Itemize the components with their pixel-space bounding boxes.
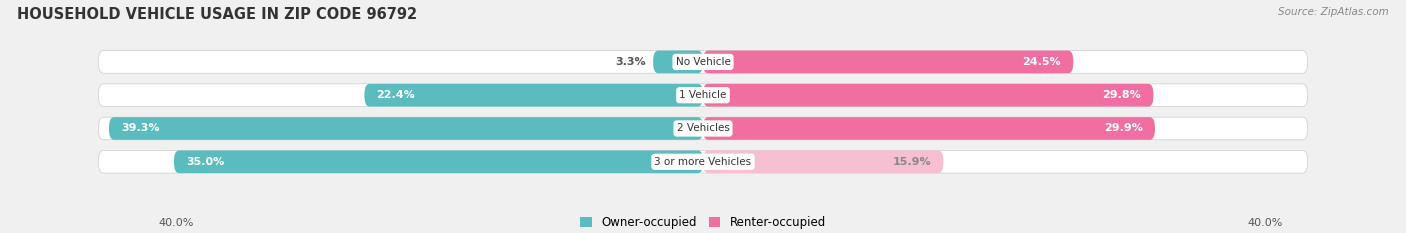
Text: 3 or more Vehicles: 3 or more Vehicles <box>654 157 752 167</box>
Text: Source: ZipAtlas.com: Source: ZipAtlas.com <box>1278 7 1389 17</box>
FancyBboxPatch shape <box>654 51 703 73</box>
FancyBboxPatch shape <box>98 151 1308 173</box>
FancyBboxPatch shape <box>364 84 703 106</box>
Text: 22.4%: 22.4% <box>377 90 415 100</box>
Text: 15.9%: 15.9% <box>893 157 931 167</box>
FancyBboxPatch shape <box>703 117 1154 140</box>
Text: No Vehicle: No Vehicle <box>675 57 731 67</box>
Text: 40.0%: 40.0% <box>157 218 194 228</box>
FancyBboxPatch shape <box>98 51 1308 73</box>
FancyBboxPatch shape <box>703 151 943 173</box>
Text: 40.0%: 40.0% <box>1247 218 1284 228</box>
FancyBboxPatch shape <box>703 84 1153 106</box>
Text: 24.5%: 24.5% <box>1022 57 1062 67</box>
Legend: Owner-occupied, Renter-occupied: Owner-occupied, Renter-occupied <box>579 216 827 229</box>
FancyBboxPatch shape <box>98 84 1308 106</box>
Text: HOUSEHOLD VEHICLE USAGE IN ZIP CODE 96792: HOUSEHOLD VEHICLE USAGE IN ZIP CODE 9679… <box>17 7 418 22</box>
Text: 29.8%: 29.8% <box>1102 90 1142 100</box>
Text: 3.3%: 3.3% <box>614 57 645 67</box>
Text: 2 Vehicles: 2 Vehicles <box>676 123 730 134</box>
FancyBboxPatch shape <box>110 117 703 140</box>
Text: 29.9%: 29.9% <box>1104 123 1143 134</box>
FancyBboxPatch shape <box>703 51 1073 73</box>
FancyBboxPatch shape <box>174 151 703 173</box>
Text: 39.3%: 39.3% <box>121 123 160 134</box>
FancyBboxPatch shape <box>98 117 1308 140</box>
Text: 1 Vehicle: 1 Vehicle <box>679 90 727 100</box>
Text: 35.0%: 35.0% <box>186 157 225 167</box>
